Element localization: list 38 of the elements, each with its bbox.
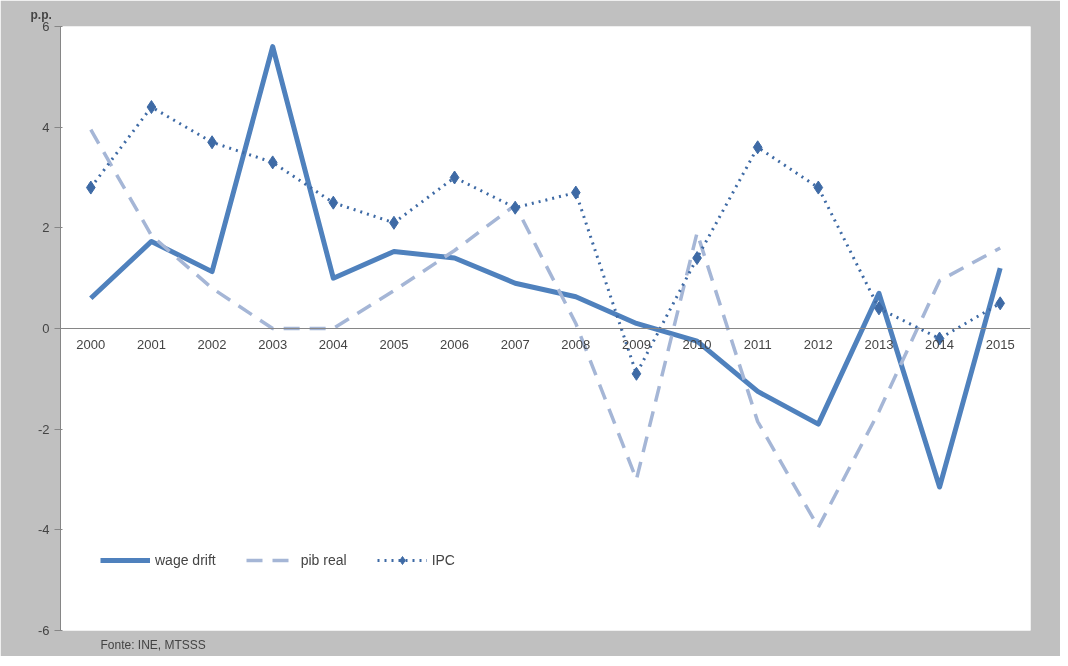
- legend-label: wage drift: [155, 552, 216, 568]
- y-tick-label: 6: [42, 19, 50, 34]
- point: [85, 180, 96, 195]
- x-tick-label: 2007: [500, 336, 530, 352]
- point: [570, 185, 581, 200]
- x-tick-label: 2004: [318, 336, 348, 352]
- point: [813, 180, 824, 195]
- y-tick-label: 2: [42, 220, 50, 236]
- point: [752, 140, 763, 155]
- point: [631, 366, 642, 381]
- x-tick-label: 2005: [379, 336, 409, 352]
- x-tick-label: 2002: [197, 336, 227, 352]
- point: [146, 100, 157, 115]
- y-axis-title: p.p.: [30, 7, 52, 22]
- x-tick-label: 2009: [621, 336, 651, 352]
- x-tick-label: 2003: [258, 336, 288, 352]
- point: [449, 170, 460, 185]
- point: [995, 296, 1006, 311]
- legend-label: pib real: [300, 552, 347, 568]
- x-tick-label: 2014: [925, 336, 955, 352]
- x-tick-label: 2012: [803, 336, 833, 352]
- x-tick-label: 2008: [561, 336, 591, 352]
- point: [328, 195, 339, 210]
- y-tick-label: -2: [37, 421, 50, 437]
- y-tick-label: 4: [42, 119, 50, 135]
- point: [267, 155, 278, 170]
- y-tick-label: -6: [37, 623, 50, 638]
- x-tick-label: 2006: [440, 336, 470, 352]
- y-tick-label: 0: [42, 321, 50, 336]
- source-note: Fonte: INE, MTSSS: [100, 637, 206, 652]
- point: [510, 200, 521, 215]
- x-tick-label: 2013: [864, 336, 894, 352]
- x-tick-label: 2015: [985, 336, 1015, 352]
- legend-label: IPC: [431, 552, 455, 568]
- x-tick-label: 2000: [76, 336, 106, 352]
- x-tick-label: 2011: [743, 336, 772, 352]
- y-tick-label: -4: [37, 522, 50, 538]
- x-tick-label: 2001: [136, 336, 166, 352]
